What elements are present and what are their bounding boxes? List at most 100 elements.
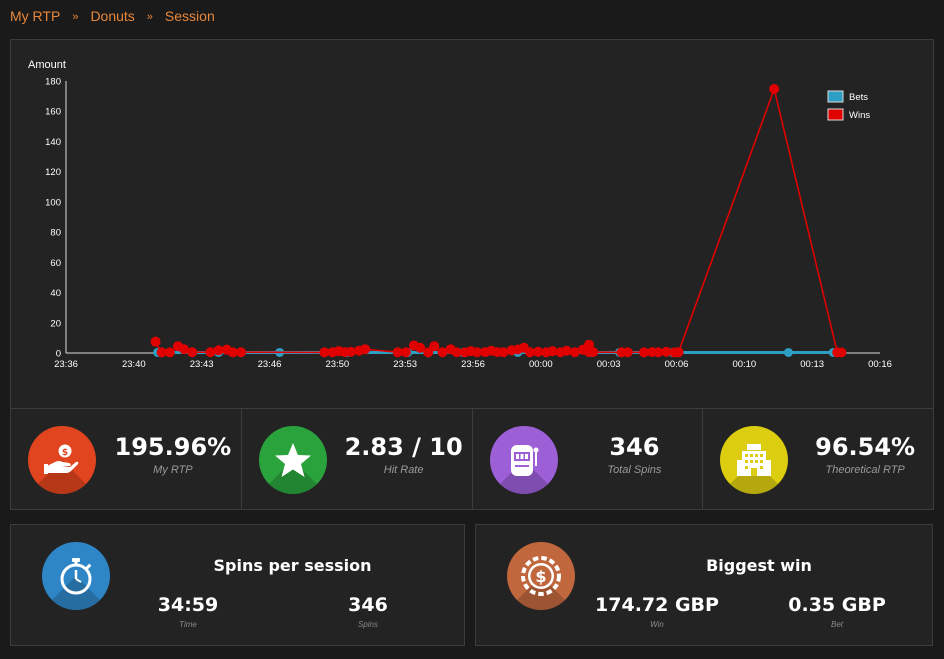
star-icon [258,426,327,494]
wins-point [187,347,198,358]
session-spins-value: 346 [348,594,388,616]
wins-point [588,347,599,358]
wins-point [524,347,535,358]
x-tick-label: 23:53 [393,359,417,370]
biggest-win-bet-label: Bet [830,620,843,629]
legend-swatch-bets [827,90,844,103]
slot-machine-icon [489,426,558,494]
wins-point [769,83,780,94]
wins-point [653,347,664,358]
x-tick-label: 00:03 [597,359,621,370]
legend-label-bets: Bets [849,92,868,103]
svg-text:$: $ [62,448,68,458]
wins-point [345,346,356,357]
breadcrumb: My RTP » Donuts » Session [10,8,215,24]
legend-swatch-wins [827,108,844,121]
wins-point [638,347,649,358]
x-tick-label: 23:36 [54,359,78,370]
wins-point [205,347,216,358]
my-rtp-label: My RTP [153,464,193,476]
y-tick-label: 80 [50,228,61,239]
hit-rate-label: Hit Rate [383,464,424,476]
biggest-win-card: $ Biggest win 174.72 GBP Win 0.35 GBP Be… [475,524,933,646]
wins-point [392,347,403,358]
wins-point [437,347,448,358]
biggest-win-bet-metric: 0.35 GBP Bet [752,594,922,629]
wins-point [227,347,238,358]
y-tick-label: 0 [56,349,61,360]
x-tick-label: 23:43 [190,359,214,370]
biggest-win-value: 174.72 GBP [595,594,719,616]
building-icon [720,426,789,494]
my-rtp-value: 195.96% [114,433,232,461]
x-tick-label: 23:50 [325,359,349,370]
stat-hit-rate: 2.83 / 10 Hit Rate [242,409,473,509]
wins-point [156,347,167,358]
y-tick-label: 60 [50,258,61,269]
breadcrumb-separator: » [146,11,153,23]
x-tick-label: 00:10 [732,359,756,370]
wins-point [164,347,175,358]
theoretical-rtp-value: 96.54% [815,433,916,461]
wins-point [179,344,190,355]
stat-my-rtp: $ 195.96% My RTP [11,409,242,509]
biggest-win-title: Biggest win [706,556,812,575]
wins-point [561,345,572,356]
stat-total-spins: 346 Total Spins [473,409,704,509]
wins-point [533,346,544,357]
spins-per-session-card: Spins per session 34:59 Time 346 Spins [10,524,465,646]
wins-point [547,346,558,357]
y-tick-label: 40 [50,288,61,299]
wins-point [423,347,434,358]
total-spins-value: 346 [609,433,660,461]
bets-point [783,347,793,357]
wins-series-line [154,88,842,354]
y-tick-label: 20 [50,318,61,329]
legend-label-wins: Wins [849,110,870,121]
y-tick-label: 180 [45,77,61,88]
stopwatch-icon [42,542,110,610]
breadcrumb-donuts[interactable]: Donuts [90,8,135,24]
hit-rate-value: 2.83 / 10 [344,433,463,461]
wins-point [622,347,633,358]
wins-point [150,336,161,347]
wins-point [236,347,247,358]
spins-per-session-title: Spins per session [213,556,372,575]
y-axis-label: Amount [28,59,66,71]
x-tick-label: 00:13 [800,359,824,370]
wins-point [415,342,426,353]
biggest-win-label: Win [650,620,664,629]
x-tick-label: 23:56 [461,359,485,370]
wins-point [583,339,594,350]
x-tick-label: 00:00 [529,359,553,370]
session-spins-label: Spins [357,620,378,629]
session-time-value: 34:59 [157,594,219,616]
breadcrumb-session[interactable]: Session [164,8,215,24]
breadcrumb-my-rtp[interactable]: My RTP [10,8,61,24]
wins-point [319,347,330,358]
total-spins-label: Total Spins [607,464,662,476]
wins-point [569,347,580,358]
theoretical-rtp-label: Theoretical RTP [825,464,905,476]
stats-row: $ 195.96% My RTP 2.83 / 10 Hit Rate [10,408,934,510]
wins-point [451,347,462,358]
svg-text:$: $ [535,567,546,586]
x-tick-label: 00:06 [665,359,689,370]
stat-theoretical-rtp: 96.54% Theoretical RTP [703,409,933,509]
wins-point [836,347,847,358]
wins-point [400,347,411,358]
x-tick-label: 23:40 [122,359,146,370]
wins-point [429,341,440,352]
wins-point [661,346,672,357]
breadcrumb-separator: » [72,11,79,23]
session-time-metric: 34:59 Time [103,594,273,629]
biggest-win-bet-value: 0.35 GBP [788,594,886,616]
session-spins-metric: 346 Spins [283,594,453,629]
y-tick-label: 140 [45,137,61,148]
wins-point [498,347,509,358]
wins-point [673,347,684,358]
wins-point [213,345,224,356]
session-chart[interactable]: Amount 0 20 40 60 80 100 120 140 160 180 23:36 23:40… [11,40,933,408]
biggest-win-metric: 174.72 GBP Win [572,594,742,629]
y-tick-label: 100 [45,197,61,208]
